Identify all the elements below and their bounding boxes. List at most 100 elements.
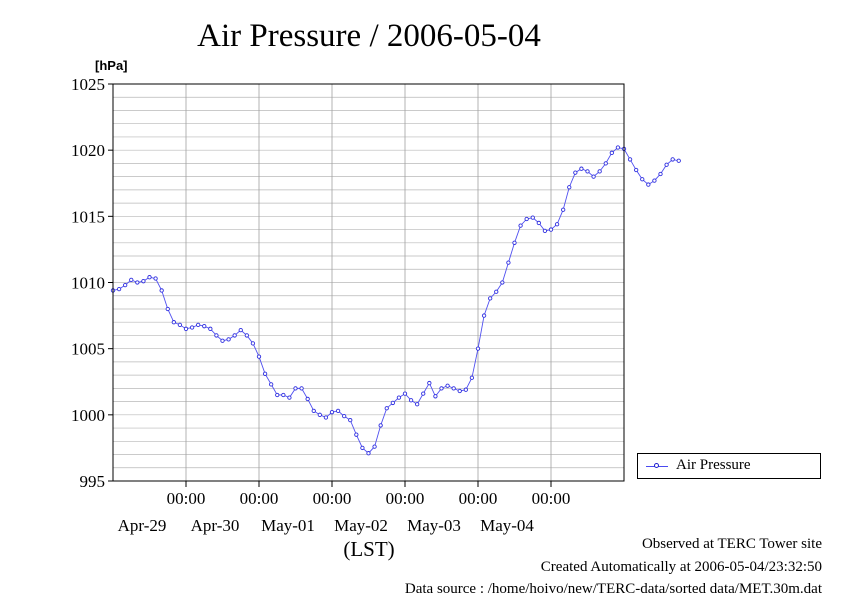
x-tick-label: 00:00	[459, 489, 498, 508]
data-point	[536, 220, 541, 226]
x-axis: 00:00Apr-2900:00Apr-3000:00May-0100:00Ma…	[118, 481, 571, 535]
y-axis: 995 1000 1005 1010 1015 1020 1025	[71, 75, 113, 491]
footer-created: Created Automatically at 2006-05-04/23:3…	[540, 559, 822, 575]
data-point	[408, 398, 414, 403]
y-tick-label: 1020	[71, 141, 105, 160]
data-point	[348, 417, 353, 423]
data-point	[305, 396, 310, 402]
data-point	[244, 333, 249, 338]
data-point	[238, 327, 243, 333]
data-point	[165, 306, 170, 312]
data-point	[317, 412, 322, 417]
data-point	[548, 227, 554, 232]
y-tick-label: 1005	[71, 340, 105, 359]
x-tick-label: 00:00	[532, 489, 571, 508]
data-point	[506, 260, 511, 265]
data-point	[177, 322, 183, 327]
data-point	[524, 216, 529, 222]
x-tick-date: May-04	[480, 516, 534, 535]
data-point	[214, 333, 219, 338]
x-tick-date: May-03	[407, 516, 461, 535]
x-tick-label: 00:00	[167, 489, 206, 508]
data-point	[354, 432, 359, 437]
data-point	[646, 182, 651, 187]
legend-marker	[654, 463, 659, 468]
footer-source: Data source : /home/hoivo/new/TERC-data/…	[404, 581, 822, 597]
data-point	[658, 171, 663, 177]
x-tick-label: 00:00	[313, 489, 352, 508]
data-point	[445, 383, 450, 388]
data-point	[147, 275, 152, 280]
data-point	[518, 223, 523, 228]
data-point	[342, 414, 347, 419]
data-point	[627, 157, 633, 162]
data-point	[542, 228, 548, 234]
footer-observed: Observed at TERC Tower site	[641, 536, 822, 552]
plot-frame	[112, 83, 625, 482]
data-point	[262, 371, 268, 376]
data-point	[299, 386, 304, 391]
data-point	[475, 346, 481, 351]
data-point	[512, 240, 517, 245]
data-point	[287, 395, 292, 400]
x-tick-label: 00:00	[386, 489, 425, 508]
data-point	[390, 400, 395, 406]
data-point	[457, 388, 462, 394]
data-point	[500, 280, 505, 285]
data-point	[116, 286, 122, 292]
data-point	[554, 222, 560, 227]
data-point	[567, 185, 572, 190]
data-point	[640, 177, 645, 182]
data-point	[421, 391, 426, 396]
data-point	[366, 451, 371, 456]
data-point	[384, 406, 389, 411]
data-point	[415, 402, 420, 407]
data-point	[220, 338, 225, 343]
data-point	[634, 167, 639, 173]
x-tick-date: Apr-30	[191, 516, 240, 535]
y-tick-label: 1010	[71, 274, 105, 293]
data-point	[609, 150, 614, 155]
data-point	[402, 391, 408, 396]
data-point	[372, 444, 377, 449]
data-point	[159, 288, 164, 293]
y-tick-label: 1000	[71, 406, 105, 425]
series-air-pressure	[110, 145, 681, 456]
data-point	[293, 386, 298, 391]
data-point	[171, 320, 176, 325]
data-point	[530, 215, 535, 220]
chart-title: Air Pressure / 2006-05-04	[197, 18, 541, 54]
data-point	[189, 325, 195, 330]
x-tick-date: May-02	[334, 516, 388, 535]
data-point	[202, 324, 207, 329]
data-point	[469, 375, 475, 380]
data-point	[451, 386, 456, 391]
data-point	[275, 392, 280, 398]
data-point	[664, 162, 669, 167]
data-point	[232, 333, 237, 338]
data-point	[329, 410, 335, 415]
y-axis-unit: [hPa]	[95, 58, 128, 73]
y-tick-label: 1025	[71, 75, 105, 94]
data-point	[481, 313, 487, 318]
legend: Air Pressure	[637, 453, 821, 479]
x-tick-label: 00:00	[240, 489, 279, 508]
x-tick-date: Apr-29	[118, 516, 167, 535]
data-point	[433, 394, 438, 399]
data-point	[603, 161, 608, 166]
data-point	[591, 174, 596, 179]
y-tick-label: 995	[80, 472, 106, 491]
data-point	[561, 207, 566, 212]
data-point	[281, 392, 286, 398]
data-point	[378, 423, 383, 428]
data-point	[123, 282, 128, 288]
data-point	[396, 395, 402, 400]
data-point	[311, 408, 316, 414]
data-point	[463, 387, 468, 392]
data-point	[597, 169, 602, 174]
data-point	[323, 415, 329, 420]
data-point	[652, 178, 657, 183]
data-point	[153, 276, 158, 281]
data-point	[183, 326, 189, 331]
y-tick-label: 1015	[71, 207, 105, 226]
